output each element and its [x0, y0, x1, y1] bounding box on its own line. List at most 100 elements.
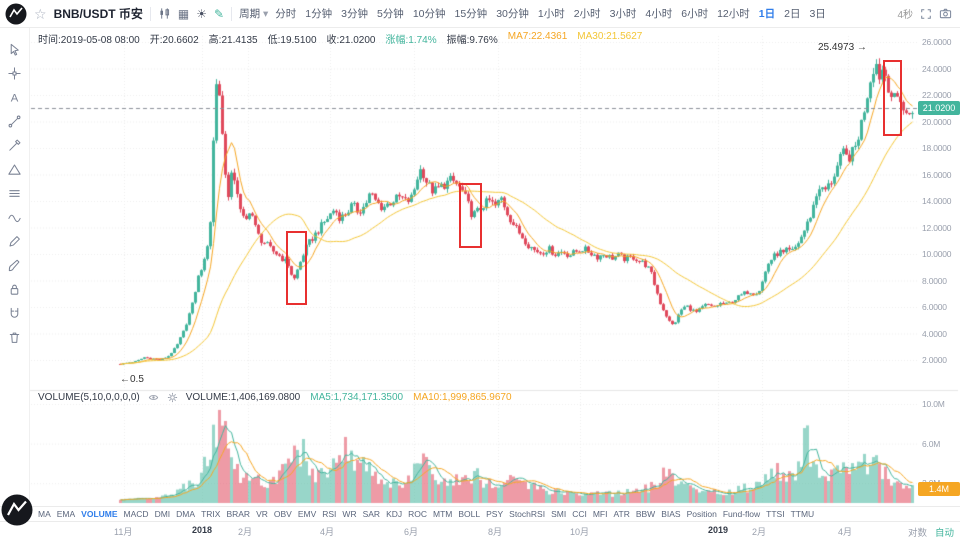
- timeframe-3小时[interactable]: 3小时: [609, 8, 637, 20]
- indicator-tab-stochrsi[interactable]: StochRSI: [509, 509, 546, 519]
- volume-indicator-label[interactable]: VOLUME(5,10,0,0,0,0): [38, 392, 140, 403]
- indicator-tab-sar[interactable]: SAR: [362, 509, 381, 519]
- fullscreen-icon[interactable]: [920, 8, 932, 20]
- timeframe-1日[interactable]: 1日: [758, 8, 776, 20]
- indicator-tab-fund-flow[interactable]: Fund-flow: [722, 509, 761, 519]
- price-axis-tick: 16.0000: [922, 169, 952, 180]
- volume-header: VOLUME(5,10,0,0,0,0) VOLUME:1,406,169.08…: [38, 392, 512, 403]
- aicoin-watermark-logo: [1, 494, 33, 526]
- draw-pencil-icon[interactable]: ✎: [214, 6, 225, 21]
- timeframe-6小时[interactable]: 6小时: [681, 8, 709, 20]
- highlight-annotation-box: [459, 183, 482, 248]
- indicator-tab-emv[interactable]: EMV: [297, 509, 317, 519]
- timeframe-15分钟[interactable]: 15分钟: [454, 8, 488, 20]
- indicator-tab-smi[interactable]: SMI: [551, 509, 567, 519]
- timeframe-3分钟[interactable]: 3分钟: [341, 8, 368, 20]
- time-axis-label: 4月: [838, 527, 853, 537]
- indicator-tab-brar[interactable]: BRAR: [226, 509, 251, 519]
- topbar: ☆ BNB/USDT 币安 ▦ ☀ ✎ 周期 ▾ 分时 1分钟 3分钟 5分钟 10分钟…: [0, 0, 960, 28]
- log-scale-toggle[interactable]: 对数: [907, 528, 927, 539]
- parallel-lines-tool[interactable]: [6, 184, 24, 202]
- timeframe-1小时[interactable]: 1小时: [537, 8, 565, 20]
- indicator-tab-bbw[interactable]: BBW: [635, 509, 656, 519]
- lock-tool[interactable]: [6, 280, 24, 298]
- price-axis-tick: 2.0000: [922, 355, 947, 365]
- symbol-title[interactable]: BNB/USDT 币安: [53, 7, 143, 21]
- time-axis-label: 2018: [192, 525, 213, 535]
- indicator-tab-obv[interactable]: OBV: [273, 509, 292, 519]
- indicator-tab-vr[interactable]: VR: [256, 509, 268, 519]
- price-axis-tick: 4.0000: [922, 328, 947, 339]
- period-label: 周期: [239, 8, 261, 20]
- timeframe-10分钟[interactable]: 10分钟: [412, 8, 446, 20]
- pencil-tool[interactable]: [6, 232, 24, 250]
- current-price-badge: 21.0200: [918, 100, 960, 115]
- pointer-tool[interactable]: [6, 40, 24, 58]
- period-dropdown[interactable]: 周期 ▾: [239, 6, 268, 21]
- session-high-label: 25.4973 →: [818, 41, 867, 53]
- ohlc-info-segment: MA30:21.5627: [577, 31, 643, 42]
- ohlc-info-segment: 收:21.0200: [326, 35, 376, 46]
- indicator-tab-psy[interactable]: PSY: [486, 509, 504, 519]
- indicator-tab-boll[interactable]: BOLL: [458, 509, 481, 519]
- indicator-tab-ema[interactable]: EMA: [56, 509, 76, 519]
- text-tool[interactable]: A: [6, 88, 24, 106]
- theme-sun-icon[interactable]: ☀: [196, 6, 208, 21]
- magnet-tool[interactable]: [6, 304, 24, 322]
- indicator-tab-rsi[interactable]: RSI: [322, 509, 337, 519]
- indicator-tab-ma[interactable]: MA: [38, 509, 51, 519]
- time-axis-label: 2月: [752, 527, 767, 537]
- price-axis-tick: 24.0000: [922, 63, 952, 74]
- price-axis-tick: 6.0000: [922, 302, 947, 312]
- ohlc-info-segment: 低:19.5100: [267, 35, 317, 46]
- wave-tool[interactable]: [6, 208, 24, 226]
- timeframe-分时[interactable]: 分时: [275, 8, 297, 20]
- ohlc-info-segment: 时间:2019-05-08 08:00: [38, 35, 140, 46]
- time-axis-label: 11月: [114, 527, 133, 537]
- timeframe-12小时[interactable]: 12小时: [717, 8, 750, 20]
- indicator-tab-volume[interactable]: VOLUME: [81, 509, 118, 519]
- timeframe-2日[interactable]: 2日: [784, 8, 801, 20]
- candlestick-style-icon[interactable]: [158, 7, 171, 20]
- eye-icon[interactable]: [148, 392, 159, 403]
- ohlc-info-segment: MA7:22.4361: [507, 31, 568, 42]
- session-low-label: ←0.5: [120, 373, 144, 385]
- current-volume-badge: 1.4M: [918, 482, 960, 497]
- indicator-tab-bias[interactable]: BIAS: [661, 509, 681, 519]
- indicator-tab-kdj[interactable]: KDJ: [386, 509, 403, 519]
- timeframe-3日[interactable]: 3日: [809, 8, 826, 20]
- indicator-tab-atr[interactable]: ATR: [613, 509, 630, 519]
- timeframe-5分钟[interactable]: 5分钟: [376, 8, 404, 20]
- timeframe-4小时[interactable]: 4小时: [645, 8, 673, 20]
- time-axis-label: 8月: [488, 527, 503, 537]
- favorite-star-icon[interactable]: ☆: [34, 5, 47, 22]
- trash-tool[interactable]: [6, 328, 24, 346]
- price-axis-tick: 18.0000: [922, 143, 952, 153]
- indicator-tab-dmi[interactable]: DMI: [154, 509, 171, 519]
- indicator-tab-position[interactable]: Position: [686, 509, 717, 519]
- timeframe-1分钟[interactable]: 1分钟: [305, 8, 333, 20]
- brush-tool[interactable]: [6, 256, 24, 274]
- indicator-tab-macd[interactable]: MACD: [123, 509, 149, 519]
- timeframe-30分钟[interactable]: 30分钟: [496, 8, 529, 20]
- indicator-tab-roc[interactable]: ROC: [408, 509, 428, 519]
- crosshair-tool[interactable]: [6, 64, 24, 82]
- indicator-tab-cci[interactable]: CCI: [572, 509, 587, 519]
- trend-line-tool[interactable]: [6, 112, 24, 130]
- indicator-tab-dma[interactable]: DMA: [176, 509, 196, 519]
- indicator-tab-mtm[interactable]: MTM: [433, 509, 453, 519]
- indicator-tab-ttmu[interactable]: TTMU: [790, 509, 815, 519]
- indicator-grid-icon[interactable]: ▦: [177, 6, 190, 21]
- pen-tool[interactable]: [6, 136, 24, 154]
- indicator-tab-wr[interactable]: WR: [342, 509, 357, 519]
- indicator-tab-ttsi[interactable]: TTSI: [766, 509, 785, 519]
- timeframe-2小时[interactable]: 2小时: [573, 8, 601, 20]
- auto-scale-toggle[interactable]: 自动: [934, 528, 954, 539]
- screenshot-camera-icon[interactable]: [939, 7, 952, 20]
- settings-gear-icon[interactable]: [167, 392, 178, 403]
- triangle-tool[interactable]: [6, 160, 24, 178]
- chevron-down-icon: ▾: [263, 8, 269, 20]
- indicator-tab-trix[interactable]: TRIX: [201, 509, 221, 519]
- indicator-tab-mfi[interactable]: MFI: [592, 509, 608, 519]
